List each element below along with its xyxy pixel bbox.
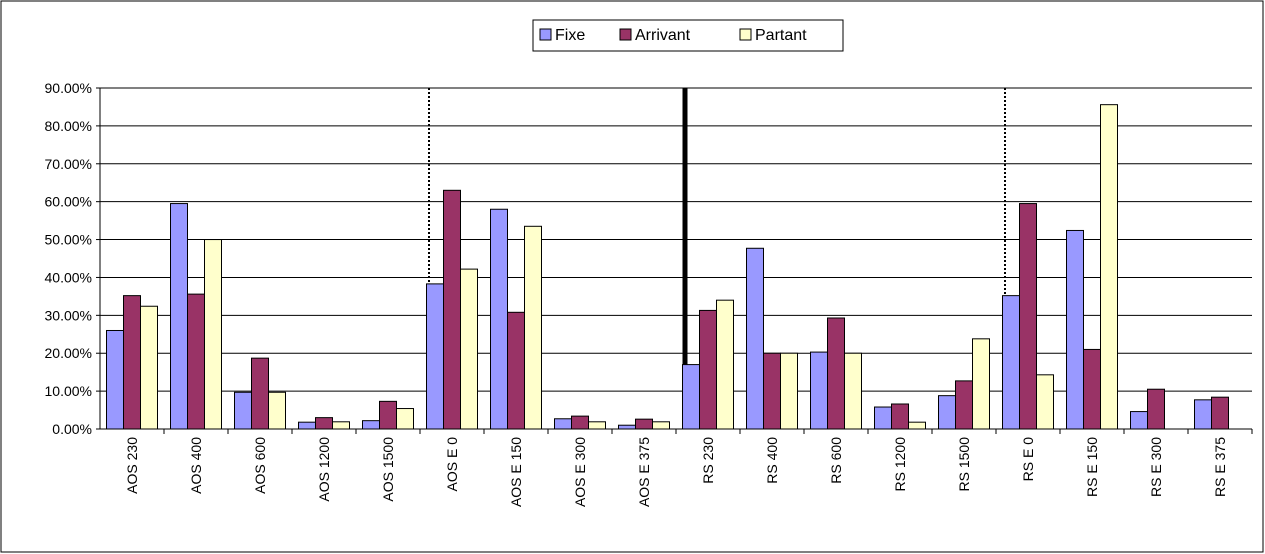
bar <box>379 400 397 430</box>
bar <box>251 357 269 430</box>
bar <box>635 418 653 430</box>
legend-label: Arrivant <box>635 27 691 44</box>
bar <box>1083 348 1101 430</box>
bar <box>315 417 333 430</box>
legend-swatch <box>619 28 632 41</box>
bar <box>362 420 380 430</box>
bar <box>716 299 734 430</box>
x-tick-label: AOS 230 <box>124 437 140 494</box>
y-tick-label: 40.00% <box>45 269 92 285</box>
bar <box>204 239 222 430</box>
bar <box>426 283 444 430</box>
y-tick-label: 20.00% <box>45 345 92 361</box>
x-tick-label: AOS E 150 <box>508 437 524 507</box>
bar <box>827 317 845 430</box>
x-tick-label: RS 230 <box>700 437 716 484</box>
y-tick-label: 0.00% <box>52 421 92 437</box>
bar <box>874 406 892 430</box>
bar <box>972 338 990 430</box>
bar <box>187 293 205 430</box>
y-tick-label: 90.00% <box>45 80 92 96</box>
bar <box>618 424 636 430</box>
bar <box>763 352 781 430</box>
bar <box>938 395 956 430</box>
bar <box>140 305 158 430</box>
x-tick-label: RS E 375 <box>1212 437 1228 497</box>
bar <box>1036 374 1054 430</box>
bar <box>682 364 700 430</box>
legend-label: Fixe <box>555 27 585 44</box>
bar <box>571 415 589 430</box>
bar <box>524 225 542 430</box>
bar <box>780 352 798 430</box>
bar <box>170 203 188 430</box>
bar <box>106 329 124 430</box>
x-tick-label: RS 400 <box>764 437 780 484</box>
bar <box>443 189 461 430</box>
legend-swatch <box>739 28 752 41</box>
x-tick-label: RS 1500 <box>956 437 972 492</box>
bar <box>396 408 414 430</box>
x-tick-label: AOS E 300 <box>572 437 588 507</box>
x-tick-label: AOS E 375 <box>636 437 652 507</box>
bar <box>554 418 572 430</box>
x-tick-label: AOS 1500 <box>380 437 396 502</box>
bar <box>460 268 478 430</box>
bar <box>332 421 350 430</box>
bar <box>1147 388 1165 430</box>
bar <box>746 247 764 430</box>
x-tick-label: RS 1200 <box>892 437 908 492</box>
bar <box>123 295 141 430</box>
bar <box>298 421 316 430</box>
bar <box>699 309 717 430</box>
bar <box>1194 399 1212 430</box>
bar <box>490 208 508 430</box>
x-tick-label: RS E 0 <box>1020 437 1036 482</box>
bar <box>891 403 909 430</box>
x-tick-label: AOS 400 <box>188 437 204 494</box>
bar <box>810 351 828 430</box>
y-tick-label: 60.00% <box>45 194 92 210</box>
x-tick-label: RS E 150 <box>1084 437 1100 497</box>
bar <box>1211 396 1229 430</box>
y-tick-label: 50.00% <box>45 232 92 248</box>
bar <box>652 421 670 430</box>
legend-swatch <box>539 28 552 41</box>
bar <box>588 421 606 430</box>
bar <box>1002 295 1020 430</box>
y-tick-label: 70.00% <box>45 156 92 172</box>
x-tick-label: AOS 600 <box>252 437 268 494</box>
bar <box>1019 203 1037 430</box>
bar <box>1130 411 1148 430</box>
bar <box>1100 104 1118 430</box>
bar <box>1066 229 1084 430</box>
bar <box>844 352 862 430</box>
y-tick-label: 30.00% <box>45 307 92 323</box>
x-tick-label: RS E 300 <box>1148 437 1164 497</box>
y-tick-label: 10.00% <box>45 383 92 399</box>
bar <box>908 421 926 430</box>
legend-label: Partant <box>755 27 807 44</box>
legend-box <box>532 19 844 52</box>
bar <box>955 380 973 430</box>
bar <box>268 391 286 430</box>
y-tick-label: 80.00% <box>45 118 92 134</box>
bar <box>234 391 252 430</box>
x-tick-label: RS 600 <box>828 437 844 484</box>
bar <box>507 311 525 430</box>
x-tick-label: AOS E 0 <box>444 437 460 492</box>
x-tick-label: AOS 1200 <box>316 437 332 502</box>
